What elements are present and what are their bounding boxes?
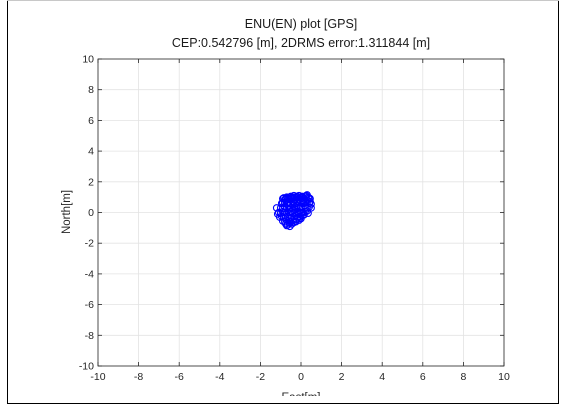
x-axis-label: East[m] bbox=[282, 392, 321, 404]
data-point bbox=[286, 222, 294, 231]
y-tick-label: 0 bbox=[88, 207, 94, 219]
x-tick-label: 8 bbox=[460, 371, 466, 383]
x-tick-label: 2 bbox=[339, 371, 345, 383]
x-tick-label: -6 bbox=[175, 371, 184, 383]
x-tick-label: 0 bbox=[298, 371, 304, 383]
x-tick-label: 10 bbox=[498, 371, 510, 383]
data-point bbox=[272, 204, 281, 212]
y-tick-label: 8 bbox=[88, 84, 94, 96]
y-axis-label: North[m] bbox=[61, 190, 73, 234]
x-tick-label: -8 bbox=[134, 371, 143, 383]
x-tick-label: -10 bbox=[90, 371, 105, 383]
data-point bbox=[291, 205, 299, 214]
data-point bbox=[293, 201, 301, 210]
y-tick-label: -6 bbox=[85, 299, 94, 311]
x-tick-label: -4 bbox=[215, 371, 224, 383]
tick-labels: -10 -8 -6 -4 -2 0 2 4 6 8 10 -10 -8 -6 -4 -2 0 2 4 6 8 10 bbox=[79, 54, 510, 384]
y-tick-label: 6 bbox=[88, 115, 94, 127]
data-point bbox=[296, 214, 304, 222]
x-tick-label: 4 bbox=[379, 371, 385, 383]
y-tick-label: -4 bbox=[85, 268, 94, 280]
data-point bbox=[285, 201, 293, 210]
data-point bbox=[287, 194, 295, 203]
data-point bbox=[281, 202, 289, 211]
data-point bbox=[304, 209, 312, 218]
x-tick-label: -2 bbox=[256, 371, 265, 383]
chart-subtitle: CEP:0.542796 [m], 2DRMS error:1.311844 [… bbox=[172, 36, 430, 50]
y-tick-label: -10 bbox=[79, 361, 94, 373]
data-point bbox=[288, 220, 296, 228]
axis-ticks bbox=[97, 58, 505, 367]
x-tick-label: 6 bbox=[420, 371, 426, 383]
y-tick-label: -8 bbox=[85, 330, 94, 342]
y-tick-label: 2 bbox=[88, 176, 94, 188]
figure-frame-top-edge bbox=[7, 0, 559, 1]
data-point bbox=[292, 217, 300, 226]
y-tick-label: 4 bbox=[88, 146, 94, 158]
data-point bbox=[297, 202, 305, 211]
data-point bbox=[283, 221, 291, 230]
chart-title: ENU(EN) plot [GPS] bbox=[245, 17, 358, 31]
y-tick-label: 10 bbox=[82, 54, 94, 66]
y-tick-label: -2 bbox=[85, 238, 94, 250]
data-points bbox=[272, 191, 315, 231]
